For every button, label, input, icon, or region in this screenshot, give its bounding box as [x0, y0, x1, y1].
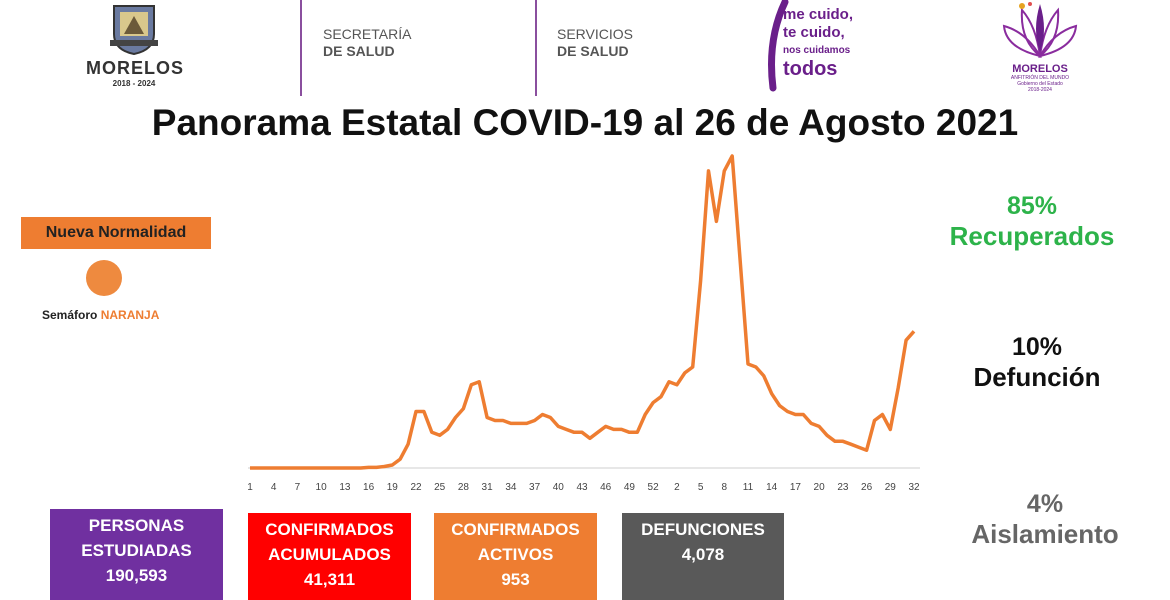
box-defunciones: DEFUNCIONES 4,078 — [622, 513, 784, 600]
deaths-stat: 10% Defunción — [927, 333, 1147, 393]
covid-line-chart: 1 4 7 10 13 16 19 22 25 28 31 34 37 40 43 46 49 52 2 5 8 11 14… — [247, 154, 920, 493]
x-tick-label: 16 — [363, 482, 375, 493]
right-logo-title: MORELOS — [1012, 63, 1068, 75]
recovered-stat: 85% Recuperados — [922, 192, 1142, 252]
x-tick-label: 20 — [814, 482, 826, 493]
box-confirmados-activos: CONFIRMADOS ACTIVOS 953 — [434, 513, 597, 600]
box-line2: ACTIVOS — [477, 545, 554, 564]
x-tick-label: 40 — [553, 482, 565, 493]
box-line1: PERSONAS — [88, 516, 185, 535]
slogan-line3: nos cuidamos — [783, 45, 851, 56]
coat-of-arms-icon — [110, 5, 158, 56]
box-value: 953 — [501, 570, 530, 589]
isolation-label: Aislamiento — [971, 519, 1119, 549]
x-tick-label: 32 — [908, 482, 920, 493]
x-tick-label: 23 — [837, 482, 849, 493]
page-title: Panorama Estatal COVID-19 al 26 de Agost… — [151, 102, 1019, 143]
x-tick-label: 19 — [387, 482, 399, 493]
x-tick-label: 14 — [766, 482, 778, 493]
slogan-logo: me cuido, te cuido, nos cuidamos todos — [763, 0, 873, 92]
x-tick-label: 5 — [698, 482, 704, 493]
recovered-label: Recuperados — [949, 221, 1115, 251]
box-line1: CONFIRMADOS — [265, 520, 394, 539]
deaths-pct: 10% — [1011, 333, 1063, 361]
right-logo-sub1: ANFITRIÓN DEL MUNDO — [1010, 75, 1070, 81]
x-tick-label: 46 — [600, 482, 612, 493]
x-tick-label: 43 — [576, 482, 588, 493]
org1-line1: SECRETARÍA — [323, 26, 412, 42]
slogan-line4: todos — [783, 58, 838, 80]
org2-line1: SERVICIOS — [557, 26, 633, 42]
x-tick-label: 2 — [674, 482, 680, 493]
x-tick-label: 37 — [529, 482, 541, 493]
box-line2: ESTUDIADAS — [81, 541, 192, 560]
x-tick-label: 1 — [247, 482, 253, 493]
box-value: 41,311 — [303, 570, 356, 589]
x-tick-label: 29 — [885, 482, 897, 493]
box-line1: DEFUNCIONES — [641, 520, 765, 539]
x-tick-label: 26 — [861, 482, 873, 493]
x-tick-label: 17 — [790, 482, 802, 493]
divider — [300, 0, 302, 96]
x-tick-label: 31 — [482, 482, 494, 493]
x-tick-label: 7 — [295, 482, 301, 493]
box-personas-estudiadas: PERSONAS ESTUDIADAS 190,593 — [50, 509, 223, 600]
semaforo-level: NARANJA — [100, 308, 160, 322]
box-value: 190,593 — [105, 566, 168, 585]
x-tick-label: 25 — [434, 482, 446, 493]
x-tick-label: 34 — [505, 482, 517, 493]
box-line1: CONFIRMADOS — [451, 520, 580, 539]
isolation-pct: 4% — [1026, 490, 1064, 518]
nueva-normalidad-badge: Nueva Normalidad — [21, 217, 211, 249]
slogan-line1: me cuido, — [783, 6, 854, 23]
recovered-pct: 85% — [1006, 192, 1058, 220]
x-tick-label: 11 — [743, 482, 754, 493]
x-tick-label: 8 — [722, 482, 728, 493]
seal-title: MORELOS — [86, 58, 185, 78]
series-line — [250, 154, 916, 470]
org-servicios: SERVICIOS DE SALUD — [557, 26, 633, 60]
semaforo-text: Semáforo NARANJA — [42, 308, 159, 322]
x-tick-label: 13 — [339, 482, 351, 493]
org-secretaria: SECRETARÍA DE SALUD — [323, 26, 411, 60]
box-line2: ACUMULADOS — [268, 545, 391, 564]
x-tick-label: 49 — [624, 482, 636, 493]
slogan-line2: te cuido, — [783, 24, 845, 41]
x-tick-label: 28 — [458, 482, 470, 493]
org2-line2: DE SALUD — [557, 43, 629, 59]
right-logo-sub3: 2018-2024 — [1028, 87, 1052, 93]
x-tick-label: 22 — [410, 482, 422, 493]
divider — [535, 0, 537, 96]
semaforo-label: Semáforo — [42, 308, 98, 322]
bracket-icon — [768, 0, 789, 92]
state-seal-logo: MORELOS 2018 - 2024 — [86, 0, 185, 100]
right-logo-sub2: Gobierno del Estado — [1017, 81, 1063, 87]
morelos-government-logo: MORELOS ANFITRIÓN DEL MUNDO Gobierno del… — [990, 0, 1090, 98]
semaforo-dot-icon — [86, 260, 122, 296]
x-tick-label: 10 — [316, 482, 328, 493]
x-tick-label: 52 — [648, 482, 660, 493]
seal-years: 2018 - 2024 — [112, 79, 156, 88]
box-confirmados-acumulados: CONFIRMADOS ACUMULADOS 41,311 — [248, 513, 411, 600]
deaths-label: Defunción — [973, 362, 1101, 392]
isolation-stat: 4% Aislamiento — [935, 490, 1155, 550]
org1-line2: DE SALUD — [323, 43, 395, 59]
lotus-icon — [1002, 2, 1078, 59]
box-value: 4,078 — [681, 545, 725, 564]
x-tick-label: 4 — [271, 482, 277, 493]
